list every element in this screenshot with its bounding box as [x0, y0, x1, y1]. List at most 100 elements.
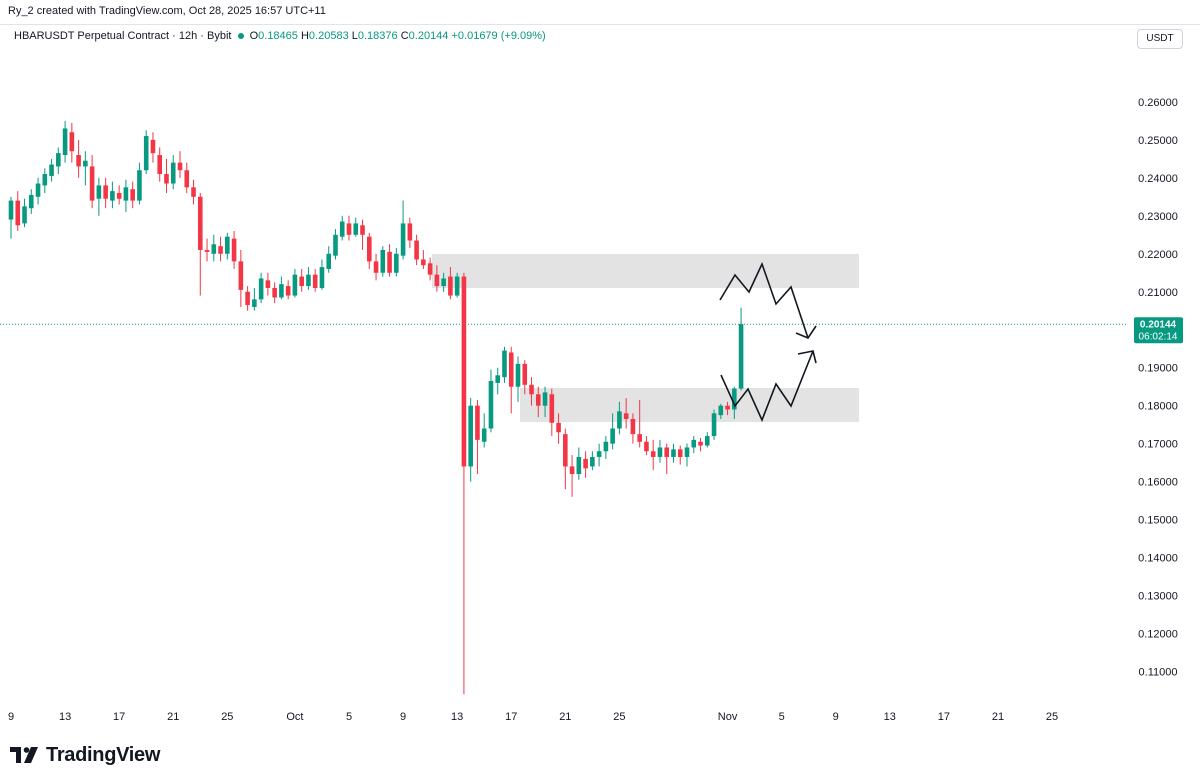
candle — [366, 232, 372, 269]
candle-body — [657, 447, 663, 457]
candle-body — [502, 350, 507, 378]
price-tick-label: 0.15000 — [1138, 515, 1178, 527]
candle-body — [103, 185, 108, 199]
candle-body — [421, 259, 426, 266]
candle-body — [333, 234, 338, 256]
candle — [427, 257, 433, 281]
candle-body — [177, 162, 183, 171]
candle — [258, 272, 264, 304]
candle — [650, 439, 656, 471]
time-tick-label: 21 — [167, 711, 179, 723]
time-axis[interactable]: 9 13 17 21 25 Oct 5 9 13 17 21 25 Nov 5 9 13 17 21 25 — [8, 711, 1058, 723]
candle-body — [339, 221, 345, 237]
price-tick-label: 0.21000 — [1138, 287, 1178, 299]
candle-body — [583, 458, 588, 469]
candle-body — [265, 280, 271, 288]
candle-body — [42, 174, 48, 186]
projection-path-lower[interactable] — [720, 350, 814, 423]
candle-body — [218, 246, 223, 254]
candle — [265, 272, 271, 296]
candle — [617, 401, 622, 435]
candle-body — [461, 276, 467, 467]
candle — [461, 272, 467, 695]
top-bar: Ry_2 created with TradingView.com, Oct 2… — [0, 0, 1200, 25]
candle-body — [691, 439, 697, 448]
high-label: H — [300, 30, 309, 42]
candle — [603, 436, 609, 459]
candle-body — [22, 206, 27, 224]
candle-body — [495, 375, 501, 383]
candle — [475, 399, 480, 475]
price-tick-label: 0.17000 — [1138, 439, 1178, 451]
symbol-title[interactable]: HBARUSDT Perpetual Contract · 12h · Bybi… — [14, 30, 232, 42]
candle — [353, 217, 359, 237]
candle-body — [272, 287, 277, 298]
time-tick-label: 13 — [59, 711, 71, 723]
candle-body — [319, 267, 325, 288]
candle — [590, 451, 595, 471]
time-tick-label: 9 — [833, 711, 839, 723]
candle — [62, 120, 68, 163]
ohlc-legend: HBARUSDT Perpetual Contract · 12h · Bybi… — [14, 30, 546, 42]
price-axis[interactable]: 0.26000 0.25000 0.24000 0.23000 0.22000 0.210… — [1138, 97, 1178, 679]
candle-body — [143, 136, 149, 171]
candle — [96, 177, 102, 216]
price-chart[interactable]: 0.26000 0.25000 0.24000 0.23000 0.22000 0.210… — [0, 24, 1200, 734]
candle — [312, 268, 318, 292]
candle-body — [448, 276, 453, 296]
bar-countdown: 06:02:14 — [1139, 331, 1178, 342]
candle — [184, 162, 190, 194]
currency-button[interactable]: USDT — [1137, 29, 1183, 49]
candle — [326, 246, 332, 273]
price-tick-label: 0.13000 — [1138, 591, 1178, 603]
market-status-dot — [237, 32, 244, 39]
candle-body — [326, 253, 332, 269]
time-tick-label: 17 — [938, 711, 950, 723]
candle — [441, 272, 446, 292]
candle-body — [522, 363, 528, 385]
candle — [630, 413, 636, 444]
candle — [610, 413, 615, 450]
candle — [49, 158, 54, 182]
price-tick-label: 0.25000 — [1138, 135, 1178, 147]
time-tick-label: 17 — [505, 711, 517, 723]
candle — [143, 130, 149, 175]
candle-body — [738, 324, 744, 389]
candle — [150, 132, 156, 163]
candle — [691, 436, 697, 454]
candle — [339, 215, 345, 241]
candle — [698, 437, 703, 452]
candle-body — [211, 244, 217, 254]
time-tick-label: 13 — [884, 711, 896, 723]
open-label: O — [249, 30, 259, 42]
candle-body — [603, 441, 609, 452]
candle — [684, 443, 690, 467]
candle-body — [434, 274, 440, 287]
candle-body — [373, 261, 379, 273]
candle-body — [535, 394, 541, 406]
candle-body — [353, 223, 359, 235]
candle-body — [542, 392, 548, 406]
candle-body — [130, 189, 135, 201]
tradingview-logo[interactable]: TradingView — [10, 744, 160, 766]
candle-body — [150, 139, 156, 154]
projection-path-upper[interactable] — [719, 261, 809, 339]
candle — [623, 398, 629, 429]
close-label: C — [400, 30, 409, 42]
candle — [400, 200, 406, 260]
candles-layer — [8, 120, 744, 695]
candle-body — [245, 291, 250, 306]
candle-body — [677, 449, 683, 457]
change-value: +0.01679 (+9.09%) — [451, 30, 546, 42]
candle-body — [184, 170, 190, 188]
candle-body — [590, 456, 595, 467]
candle — [83, 151, 88, 186]
candle — [576, 447, 582, 480]
candle — [407, 217, 413, 249]
candle — [279, 276, 284, 300]
candle — [671, 443, 676, 463]
candle-body — [76, 155, 81, 167]
candle — [69, 122, 75, 163]
last-price-tag: 0.20144 06:02:14 — [1134, 317, 1183, 344]
candle — [563, 428, 568, 490]
